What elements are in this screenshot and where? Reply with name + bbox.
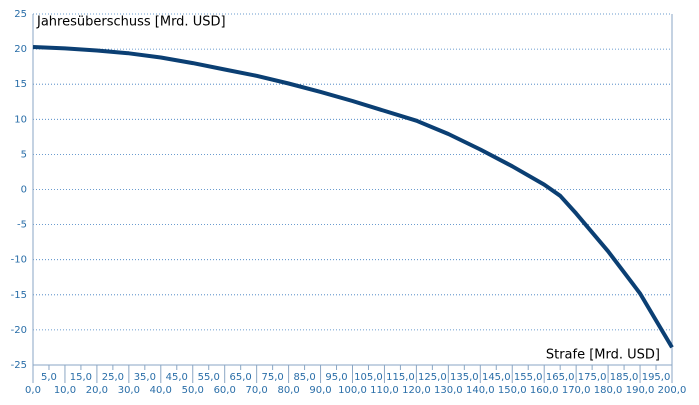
y-tick-label: 15 (14, 79, 27, 90)
x-tick-label: 115,0 (386, 372, 415, 383)
x-tick-label: 105,0 (354, 372, 383, 383)
y-tick-label: -25 (11, 360, 27, 371)
x-tick-label: 25,0 (102, 372, 124, 383)
y-tick-label: 10 (14, 114, 27, 125)
x-tick-label: 10,0 (54, 385, 76, 396)
y-tick-label: 25 (14, 9, 27, 20)
y-tick-label: -15 (11, 290, 27, 301)
x-tick-label: 75,0 (261, 372, 283, 383)
y-axis-title: Jahresüberschuss [Mrd. USD] (36, 15, 226, 30)
x-tick-label: 50,0 (182, 385, 204, 396)
x-tick-label: 0,0 (25, 385, 41, 396)
y-tick-label: 5 (21, 149, 27, 160)
x-tick-label: 135,0 (450, 372, 479, 383)
x-tick-label: 145,0 (482, 372, 511, 383)
x-tick-label: 185,0 (610, 372, 639, 383)
x-tick-label: 35,0 (134, 372, 156, 383)
x-tick-label: 45,0 (166, 372, 188, 383)
x-tick-label: 85,0 (293, 372, 315, 383)
x-tick-label: 155,0 (514, 372, 543, 383)
x-tick-label: 175,0 (578, 372, 607, 383)
x-tick-label: 110,0 (370, 385, 399, 396)
data-line (32, 45, 674, 349)
x-tick-label: 125,0 (418, 372, 447, 383)
x-tick-label: 40,0 (150, 385, 172, 396)
x-tick-label: 140,0 (466, 385, 495, 396)
x-tick-label: 120,0 (402, 385, 431, 396)
x-tick-label: 195,0 (642, 372, 671, 383)
x-tick-label: 80,0 (277, 385, 299, 396)
x-tick-label: 90,0 (309, 385, 331, 396)
x-tick-label: 65,0 (230, 372, 252, 383)
x-tick-label: 100,0 (338, 385, 367, 396)
x-axis-title: Strafe [Mrd. USD] (546, 348, 660, 363)
x-tick-label: 70,0 (246, 385, 268, 396)
x-tick-label: 20,0 (86, 385, 108, 396)
x-tick-label: 15,0 (70, 372, 92, 383)
x-tick-label: 190,0 (626, 385, 655, 396)
x-tick-label: 200,0 (658, 385, 687, 396)
x-tick-label: 5,0 (41, 372, 57, 383)
x-tick-label: 180,0 (594, 385, 623, 396)
y-tick-label: 20 (14, 44, 27, 55)
x-tick-label: 150,0 (498, 385, 527, 396)
x-tick-label: 165,0 (546, 372, 575, 383)
x-tick-label: 30,0 (118, 385, 140, 396)
x-tick-label: 130,0 (434, 385, 463, 396)
x-tick-label: 170,0 (562, 385, 591, 396)
y-tick-label: -10 (11, 255, 27, 266)
y-tick-label: -20 (11, 325, 27, 336)
x-tick-label: 60,0 (214, 385, 236, 396)
y-tick-label: 0 (21, 185, 27, 196)
y-tick-label: -5 (17, 220, 27, 231)
x-tick-label: 160,0 (530, 385, 559, 396)
x-tick-label: 55,0 (198, 372, 220, 383)
x-tick-label: 95,0 (325, 372, 347, 383)
